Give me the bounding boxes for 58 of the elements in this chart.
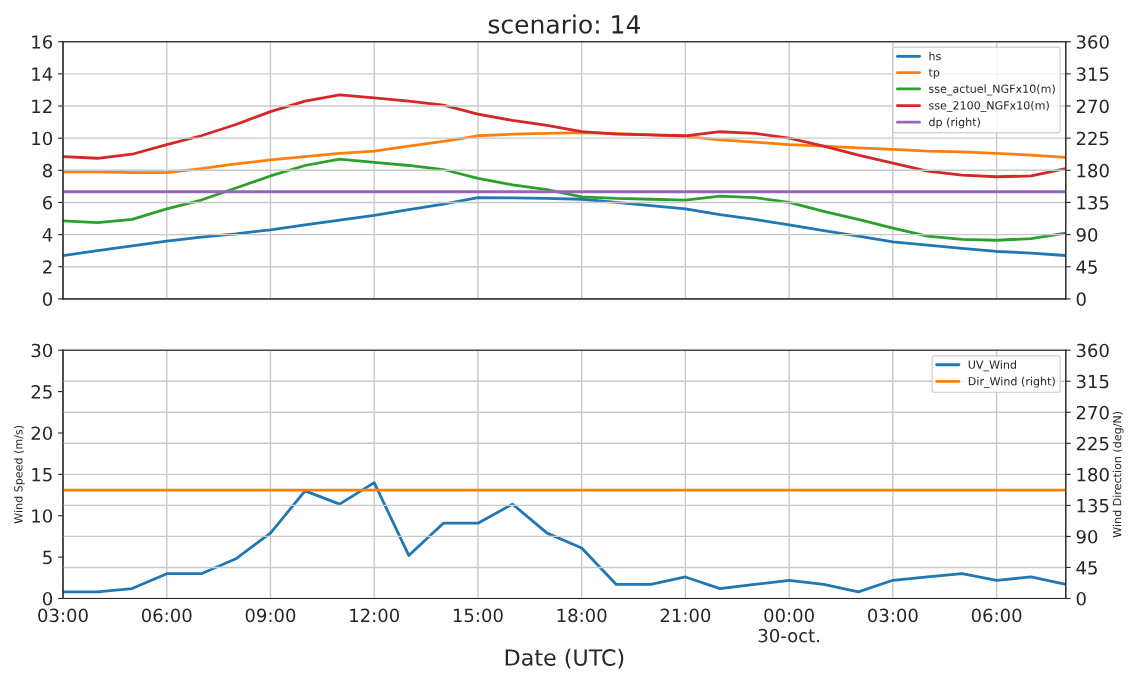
x-tick-label: 06:00 bbox=[141, 608, 192, 623]
y2-tick-label: 0 bbox=[1076, 292, 1086, 307]
y2-tick-label: 180 bbox=[1077, 467, 1109, 482]
y2-tick-label: 225 bbox=[1076, 436, 1109, 451]
y2-tick-label: 315 bbox=[1076, 67, 1109, 81]
x-tick-label: 03:00 bbox=[868, 608, 918, 623]
legend-label: sse_actuel_NGFx10(m) bbox=[929, 84, 1055, 96]
y2-tick-label: 315 bbox=[1076, 374, 1109, 389]
x-tick-label: 15:00 bbox=[453, 608, 503, 623]
y2-tick-label: 135 bbox=[1077, 195, 1109, 210]
legend-label: dp (right) bbox=[929, 117, 980, 129]
x-axis-title: Date (UTC) bbox=[505, 648, 624, 669]
y2-tick-label: 0 bbox=[1076, 591, 1086, 606]
y-tick-label: 8 bbox=[43, 163, 53, 178]
x-tick-label: 03:00 bbox=[38, 608, 88, 623]
y-tick-label: 5 bbox=[43, 550, 52, 565]
y2-tick-label: 270 bbox=[1076, 99, 1109, 114]
y-tick-label: 12 bbox=[32, 99, 52, 113]
y2-tick-label: 180 bbox=[1077, 163, 1109, 178]
x-tick-label: 00:00 30-oct. bbox=[758, 608, 819, 643]
y2-tick-label: 270 bbox=[1076, 405, 1109, 420]
y-tick-label: 14 bbox=[32, 67, 53, 81]
y-tick-label: 4 bbox=[42, 228, 53, 242]
line-series bbox=[62, 196, 1066, 257]
legend-label: tp bbox=[928, 68, 940, 79]
y2-tick-label: 360 bbox=[1076, 343, 1109, 358]
y-tick-label: 2 bbox=[43, 260, 52, 274]
y-tick-label: 15 bbox=[32, 468, 52, 482]
y2-tick-label: 90 bbox=[1076, 529, 1098, 544]
y2-tick-label: 225 bbox=[1076, 131, 1109, 146]
line-series bbox=[62, 481, 1066, 594]
y-tick-label: 10 bbox=[32, 131, 53, 146]
y-tick-label: 0 bbox=[42, 292, 53, 307]
y-tick-label: 0 bbox=[42, 591, 53, 606]
y-tick-label: 10 bbox=[32, 509, 53, 523]
x-tick-label: 12:00 bbox=[350, 608, 400, 623]
y-tick-label: 16 bbox=[32, 35, 53, 49]
y-tick-label: 20 bbox=[31, 426, 53, 441]
y-tick-label: 6 bbox=[43, 195, 53, 210]
x-tick-label: 18:00 bbox=[557, 608, 607, 623]
y2-tick-label: 135 bbox=[1077, 498, 1109, 513]
chart-title: scenario: 14 bbox=[488, 14, 640, 34]
line-series bbox=[62, 157, 1066, 242]
legend-label: UV_Wind bbox=[968, 360, 1016, 372]
legend-label: hs bbox=[929, 51, 941, 61]
x-tick-label: 06:00 bbox=[971, 608, 1022, 623]
x-tick-label: 21:00 bbox=[660, 608, 711, 623]
y2-tick-label: 90 bbox=[1076, 228, 1098, 242]
legend-label: Dir_Wind (right) bbox=[968, 376, 1055, 388]
y2-tick-label: 45 bbox=[1076, 260, 1097, 274]
legend-label: sse_2100_NGFx10(m) bbox=[929, 100, 1049, 113]
x-tick-label: 09:00 bbox=[245, 608, 296, 623]
y-axis-title: Wind Speed (m/s) bbox=[13, 425, 25, 524]
y-tick-label: 25 bbox=[31, 385, 52, 399]
y-tick-label: 30 bbox=[31, 343, 53, 358]
y2-axis-title: Wind Direction (deg/N) bbox=[1112, 411, 1124, 538]
y2-tick-label: 360 bbox=[1076, 35, 1109, 49]
y2-tick-label: 45 bbox=[1076, 561, 1097, 575]
